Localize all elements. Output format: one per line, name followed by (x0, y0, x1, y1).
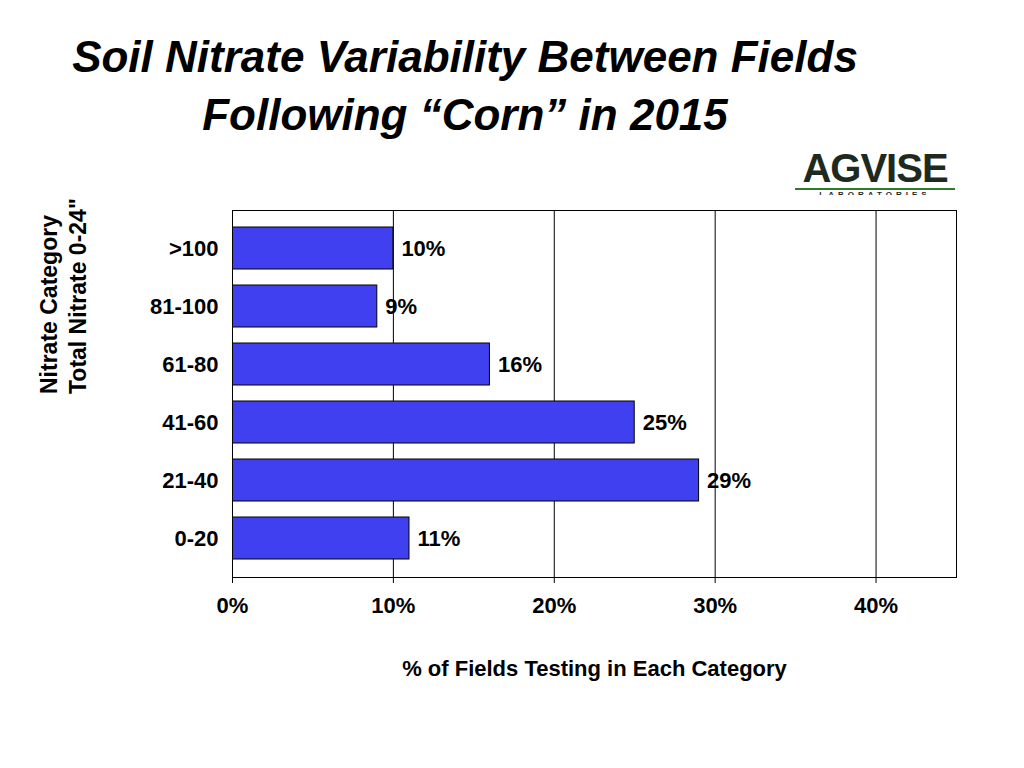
svg-text:9%: 9% (385, 294, 417, 319)
svg-text:41-60: 41-60 (162, 410, 218, 435)
svg-text:10%: 10% (401, 236, 445, 261)
svg-text:% of Fields Testing in Each Ca: % of Fields Testing in Each Category (402, 656, 787, 681)
svg-text:20%: 20% (532, 593, 576, 618)
svg-text:10%: 10% (371, 593, 415, 618)
svg-text:11%: 11% (417, 526, 460, 551)
svg-text:61-80: 61-80 (162, 352, 218, 377)
svg-text:0%: 0% (217, 593, 249, 618)
svg-text:21-40: 21-40 (162, 468, 218, 493)
svg-text:Nitrate CategoryTotal Nitrate: Nitrate CategoryTotal Nitrate 0-24" lb/a (36, 195, 91, 394)
svg-text:29%: 29% (707, 468, 751, 493)
svg-text:25%: 25% (643, 410, 687, 435)
html-text:Soil Nitrate Variability Betwe: Soil Nitrate Variability Between Fields … (72, 32, 858, 139)
svg-text:0-20: 0-20 (174, 526, 218, 551)
svg-text:30%: 30% (693, 593, 737, 618)
svg-text:81-100: 81-100 (150, 294, 219, 319)
svg-text:40%: 40% (854, 593, 898, 618)
html-text:LABORATORIES: LABORATORIES (819, 190, 931, 199)
svg-text:16%: 16% (498, 352, 542, 377)
svg-text:>100: >100 (169, 236, 219, 261)
html-text:AGVISE: AGVISE (802, 146, 948, 190)
